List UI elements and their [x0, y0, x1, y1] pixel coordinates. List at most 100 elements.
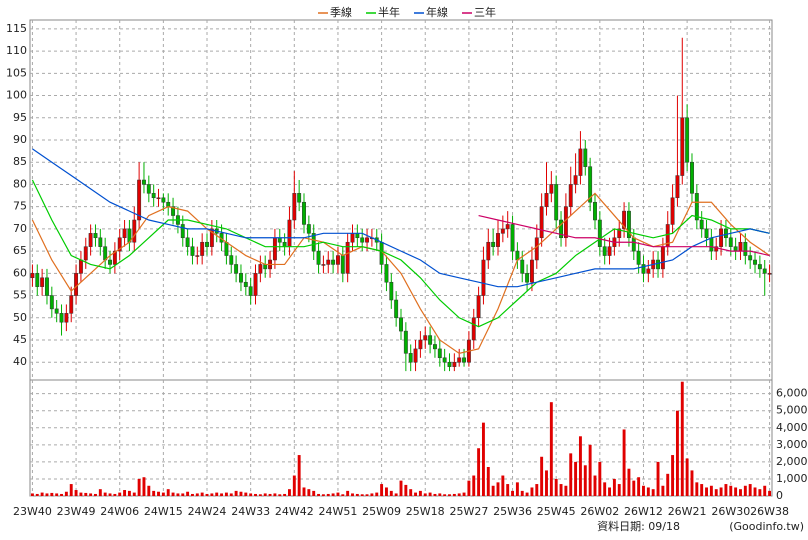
volume-bar — [700, 484, 704, 496]
volume-bar — [365, 494, 369, 496]
volume-bar — [307, 489, 311, 496]
candle-body — [171, 206, 176, 216]
volume-bar — [171, 492, 175, 496]
candle-body — [151, 193, 156, 199]
candle-body — [549, 184, 554, 194]
volume-bar — [118, 492, 122, 496]
volume-bar — [103, 492, 107, 496]
candle-body — [578, 148, 583, 176]
volume-bar — [758, 489, 762, 496]
volume-bar — [530, 487, 534, 496]
volume-bar — [763, 485, 767, 496]
volume-bar — [472, 475, 476, 496]
volume-bar — [642, 485, 645, 496]
volume-bar — [302, 487, 306, 496]
y-tick-label: 60 — [13, 266, 27, 279]
volume-bar — [438, 493, 442, 496]
volume-bar — [680, 381, 684, 496]
volume-bar — [671, 455, 675, 496]
volume-bar — [224, 492, 228, 496]
volume-bar — [690, 470, 694, 496]
volume-bar — [525, 492, 529, 496]
candle-body — [185, 237, 190, 247]
volume-bar — [98, 489, 102, 496]
candle-body — [481, 259, 486, 296]
candle-body — [321, 264, 326, 266]
y-tick-label: 115 — [6, 22, 27, 35]
ma-line — [478, 214, 770, 257]
candle-body — [452, 361, 457, 367]
candle-body — [496, 233, 500, 247]
volume-bar — [288, 489, 291, 496]
candle-body — [229, 255, 234, 265]
volume-bar — [249, 493, 253, 496]
candle-body — [563, 206, 568, 239]
candle-body — [108, 259, 112, 265]
volume-bar — [734, 487, 738, 496]
volume-bar — [64, 491, 68, 496]
x-tick-label: 24W06 — [100, 505, 139, 518]
volume-bar — [176, 493, 180, 496]
candle-body — [64, 313, 69, 323]
candle-body — [500, 228, 505, 234]
candle-body — [132, 219, 137, 243]
volume-bar — [394, 493, 398, 496]
candle-body — [520, 259, 525, 274]
volume-bar — [549, 402, 553, 496]
volume-bar — [69, 484, 73, 496]
volume-bar — [229, 493, 233, 496]
candle-body — [161, 197, 166, 203]
volume-bar — [418, 490, 422, 496]
x-tick-label: 24W24 — [188, 505, 227, 518]
volume-bar — [627, 468, 631, 496]
volume-bar — [496, 482, 500, 496]
volume-bar — [656, 461, 660, 496]
volume-bar — [84, 492, 88, 496]
ma-line — [31, 192, 770, 354]
candle-body — [505, 224, 510, 230]
volume-bar — [273, 493, 277, 496]
candle-body — [709, 237, 714, 252]
volume-bar — [433, 493, 437, 496]
candle-body — [40, 277, 45, 287]
volume-bar — [35, 493, 39, 496]
candle-body — [355, 233, 360, 239]
x-tick-label: 24W33 — [231, 505, 270, 518]
candle-body — [224, 241, 229, 256]
y2-tick-label: 2,000 — [776, 455, 808, 468]
volume-bar — [409, 489, 413, 496]
candle-body — [156, 197, 161, 200]
candle-body — [476, 295, 481, 319]
volume-bar — [569, 453, 573, 496]
candle-body — [699, 219, 704, 230]
candle-body — [680, 117, 685, 176]
candle-body — [350, 233, 355, 243]
volume-bar — [205, 493, 209, 496]
candle-body — [403, 330, 408, 354]
volume-bar — [45, 493, 49, 496]
volume-bar — [389, 490, 393, 496]
legend-label: 年線 — [426, 5, 448, 19]
footer-source: (Goodinfo.tw) — [729, 520, 804, 533]
y-tick-label: 55 — [13, 289, 27, 302]
candle-body — [205, 241, 209, 247]
volume-bar — [317, 493, 321, 496]
volume-bar — [583, 465, 587, 496]
candle-body — [209, 228, 214, 247]
candle-body — [738, 241, 743, 252]
candle-body — [69, 295, 74, 314]
volume-bar — [40, 492, 44, 496]
y-tick-label: 70 — [13, 222, 27, 235]
candle-body — [137, 179, 142, 221]
footer-date: 資料日期: 09/18 — [597, 519, 680, 533]
y2-tick-label: 5,000 — [776, 404, 808, 417]
volume-bar — [477, 448, 481, 496]
candle-body — [78, 259, 83, 274]
candle-body — [166, 201, 171, 207]
volume-bar — [695, 482, 699, 496]
volume-bar — [351, 493, 354, 496]
candle-body — [583, 148, 588, 167]
ma-line — [31, 179, 770, 328]
candle-body — [365, 237, 369, 243]
